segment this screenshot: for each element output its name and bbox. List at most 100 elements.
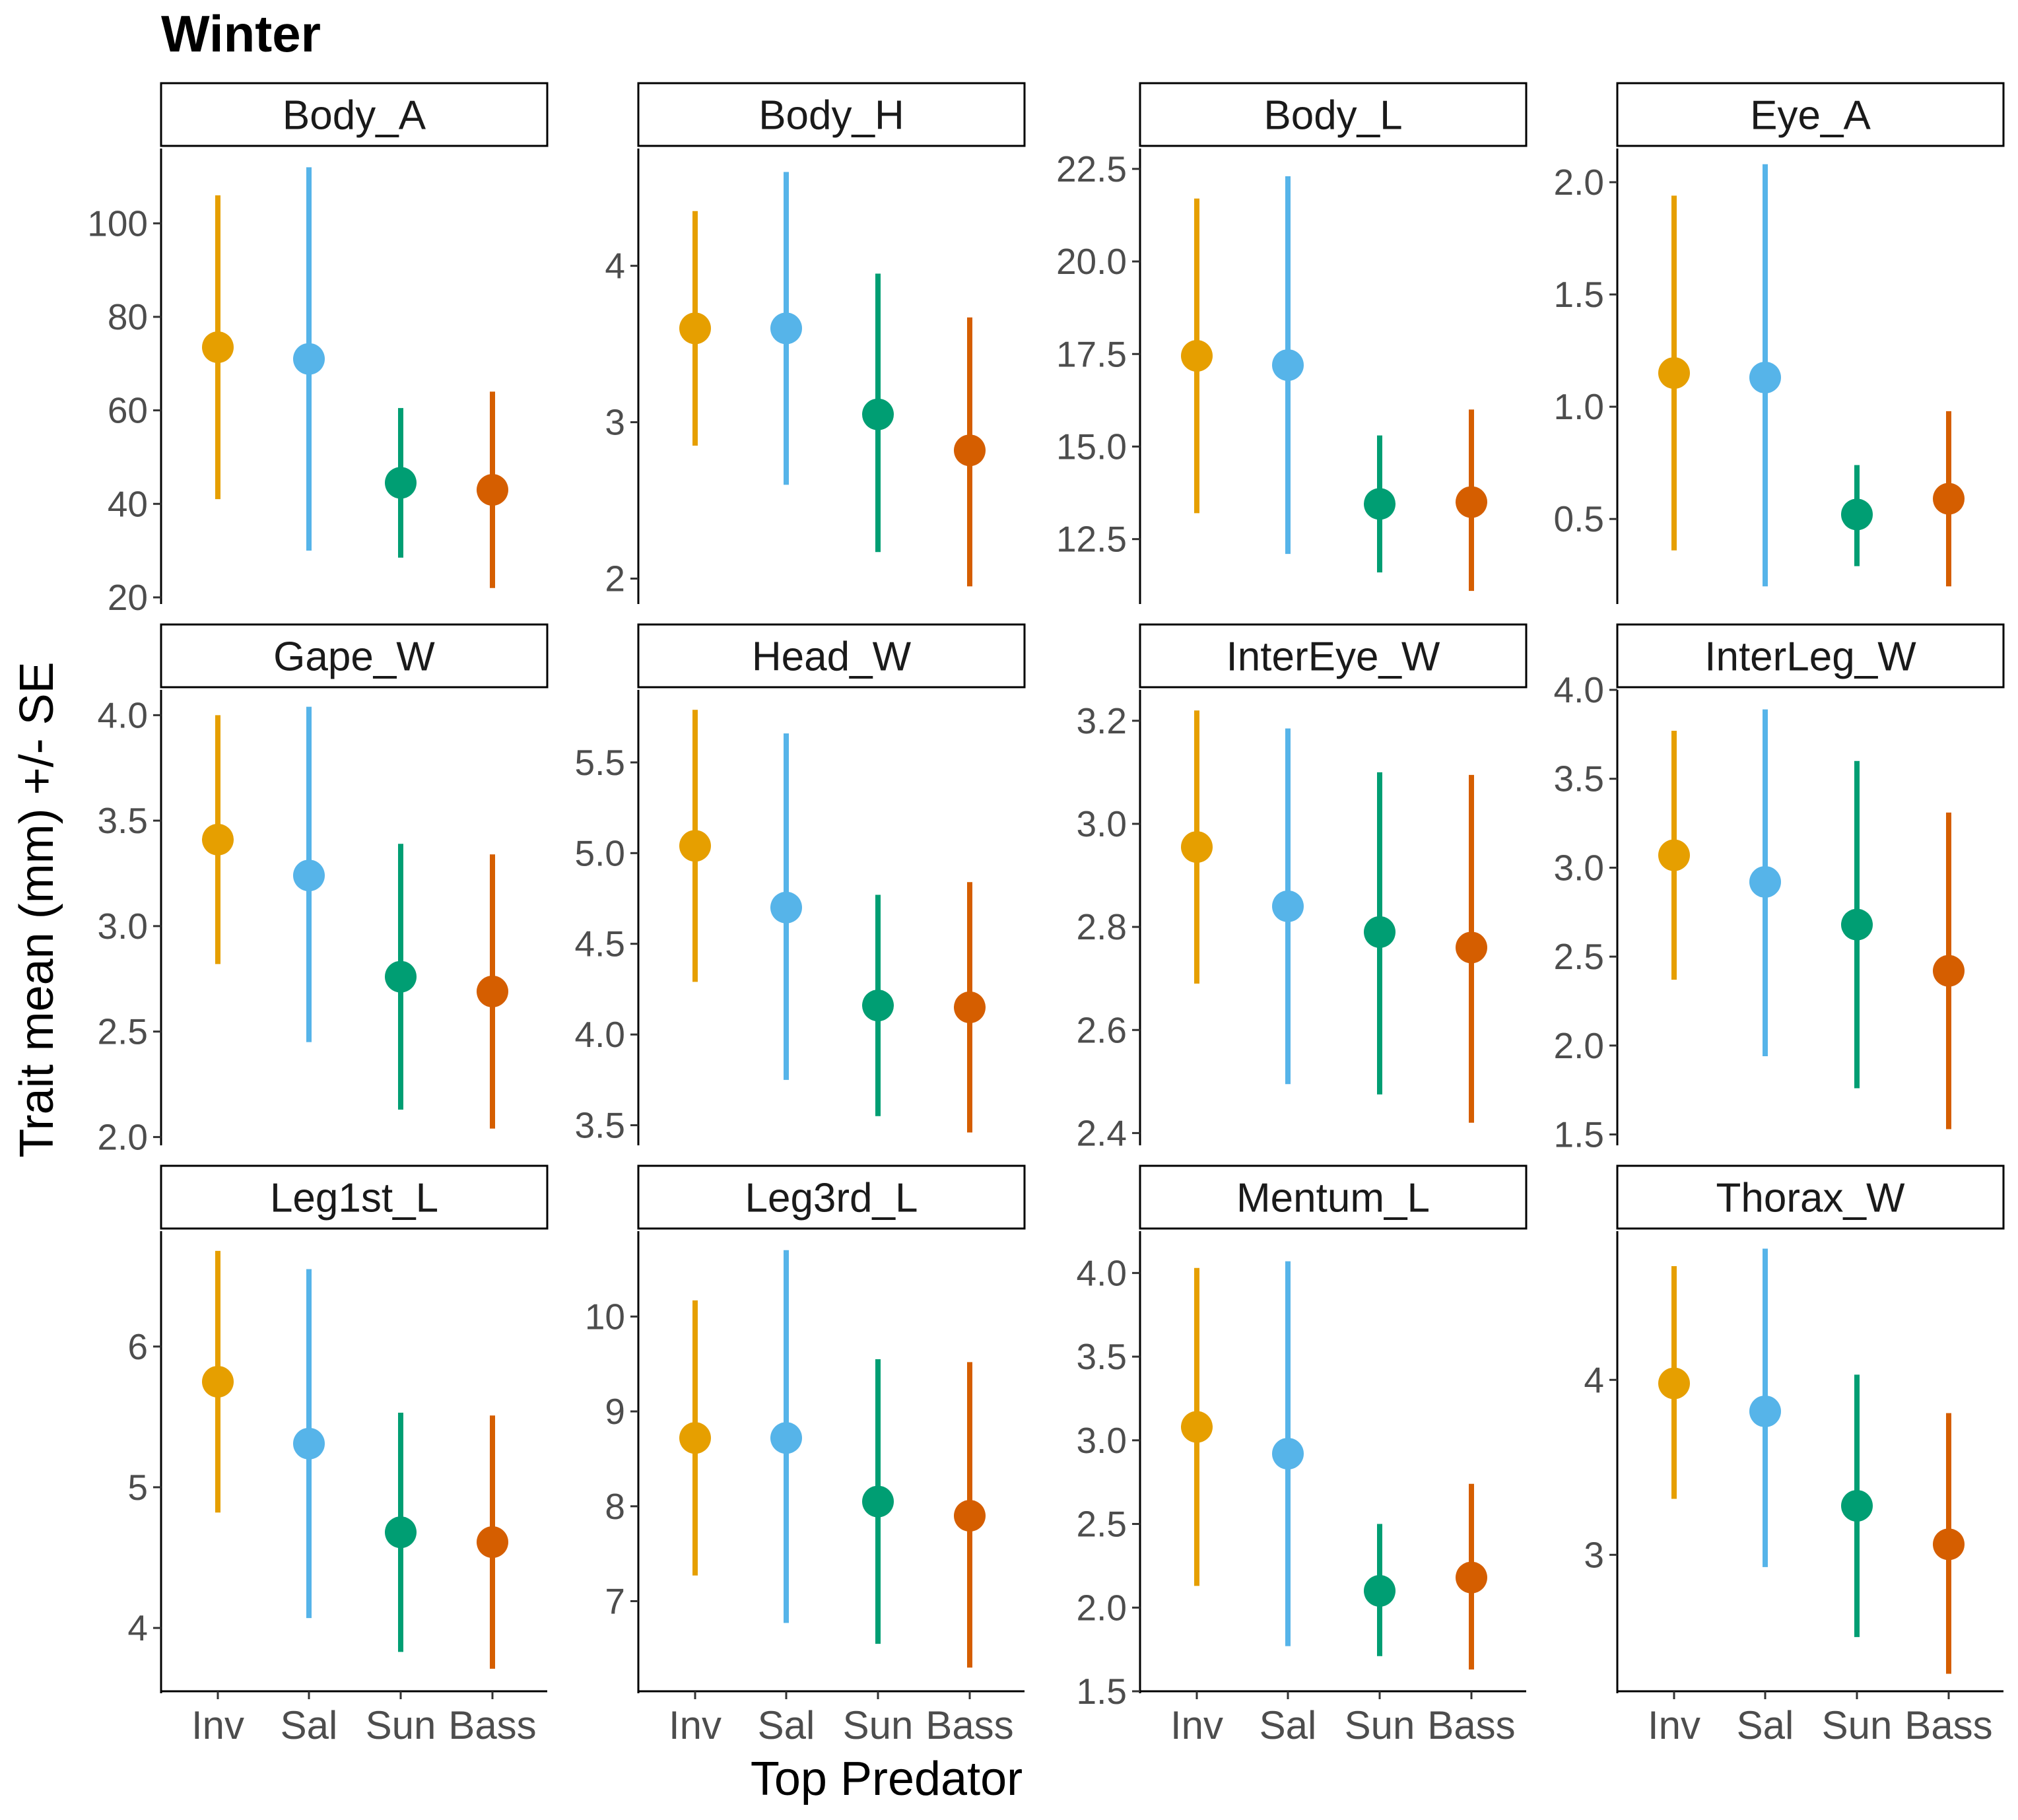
y-axis-title: Trait mean (mm) +/- SE (11, 661, 63, 1157)
mean-point (1841, 908, 1873, 941)
y-tick-label: 3.5 (98, 800, 148, 841)
y-tick-label: 12.5 (1056, 519, 1127, 560)
y-tick-label: 60 (108, 390, 148, 431)
y-tick-label: 6 (127, 1326, 148, 1367)
mean-point (202, 331, 234, 364)
x-tick-label: Sal (1737, 1703, 1794, 1747)
x-tick-label: Bass (1904, 1703, 1992, 1747)
y-tick-label: 2 (605, 558, 625, 599)
y-tick-label: 10 (585, 1296, 625, 1337)
y-tick-label: 20 (108, 577, 148, 618)
x-tick-label: Sun (843, 1703, 914, 1747)
y-tick-label: 0.5 (1554, 498, 1604, 539)
mean-point (385, 961, 417, 993)
facet-strip-label: Leg3rd_L (745, 1176, 918, 1221)
x-tick-label: Sun (366, 1703, 436, 1747)
mean-point (1749, 865, 1781, 898)
facet-strip-label: Body_H (758, 93, 904, 139)
y-tick-label: 1.5 (1554, 274, 1604, 315)
facet-panel: InterLeg_W 1.5 2.0 2.5 3.0 3.5 4.0 (1554, 623, 2005, 1155)
x-tick-label: Inv (1648, 1703, 1700, 1747)
mean-point (1456, 1561, 1487, 1594)
mean-point (679, 830, 711, 862)
x-tick-label: Sal (758, 1703, 815, 1747)
mean-point (1933, 1528, 1965, 1561)
mean-point (1364, 488, 1396, 520)
facet-panel: Body_A 20 40 60 80 100 (87, 82, 549, 618)
y-tick-label: 2.4 (1077, 1112, 1127, 1153)
facet-strip (637, 1164, 1026, 1230)
y-tick-label: 3.0 (98, 906, 148, 947)
y-tick-label: 2.5 (1554, 936, 1604, 977)
y-tick-label: 3.5 (1077, 1336, 1127, 1377)
mean-point (862, 990, 894, 1022)
mean-point (954, 991, 986, 1023)
mean-point (1272, 890, 1304, 922)
mean-point (202, 823, 234, 856)
facet-strip-label: Thorax_W (1716, 1176, 1905, 1221)
facet-strip (637, 623, 1026, 689)
mean-point (770, 1422, 802, 1454)
mean-point (1364, 916, 1396, 948)
y-tick-label: 8 (605, 1486, 625, 1527)
x-tick-label: Inv (191, 1703, 244, 1747)
facet-strip (1616, 82, 2005, 147)
facet-panel: Thorax_W 3 4 Inv Sal Sun Bass (1584, 1164, 2005, 1747)
mean-point (477, 975, 508, 1007)
y-tick-label: 40 (108, 483, 148, 524)
mean-point (1841, 498, 1873, 531)
facet-strip (1139, 1164, 1528, 1230)
y-tick-label: 4.0 (1077, 1252, 1127, 1293)
x-tick-label: Sal (1260, 1703, 1317, 1747)
y-tick-label: 2.5 (98, 1011, 148, 1052)
facet-strip-label: Gape_W (273, 634, 435, 680)
mean-point (293, 343, 325, 375)
facet-panel: Mentum_L 1.5 2.0 2.5 3.0 3.5 4.0 Inv Sal Sun Bass (1077, 1164, 1528, 1747)
facet-panel: Body_L 12.5 15.0 17.5 20.0 22.5 (1056, 82, 1528, 604)
facet-strip-label: Head_W (752, 634, 912, 680)
facet-strip (637, 82, 1026, 147)
mean-point (1181, 831, 1213, 863)
y-tick-label: 20.0 (1056, 241, 1127, 282)
y-tick-label: 4 (1584, 1359, 1604, 1400)
x-tick-label: Bass (448, 1703, 536, 1747)
facet-strip (1616, 1164, 2005, 1230)
facet-strip (1139, 623, 1528, 689)
facet-strip (1616, 623, 2005, 689)
mean-point (1456, 486, 1487, 518)
mean-point (862, 1485, 894, 1518)
mean-point (1749, 1395, 1781, 1427)
y-tick-label: 1.5 (1554, 1114, 1604, 1155)
mean-point (1181, 340, 1213, 372)
facet-strip-label: Eye_A (1750, 93, 1871, 139)
facet-strip-label: Body_L (1263, 93, 1402, 139)
y-tick-label: 1.0 (1554, 386, 1604, 427)
y-tick-label: 3.0 (1554, 847, 1604, 888)
y-tick-label: 17.5 (1056, 333, 1127, 374)
facet-strip (160, 623, 549, 689)
facet-panel: InterEye_W 2.4 2.6 2.8 3.0 3.2 (1077, 623, 1528, 1153)
facet-strip-label: InterLeg_W (1704, 634, 1916, 680)
y-tick-label: 2.0 (1077, 1587, 1127, 1628)
y-tick-label: 5.5 (575, 742, 625, 783)
facet-strip (160, 82, 549, 147)
facet-panel: Body_H 2 3 4 (605, 82, 1026, 604)
x-tick-label: Sun (1822, 1703, 1893, 1747)
facet-panel: Eye_A 0.5 1.0 1.5 2.0 (1554, 82, 2005, 604)
facet-strip-label: Mentum_L (1236, 1176, 1430, 1221)
x-tick-label: Sal (281, 1703, 338, 1747)
mean-point (293, 859, 325, 892)
y-tick-label: 3.0 (1077, 1420, 1127, 1461)
y-tick-label: 5 (127, 1467, 148, 1508)
y-tick-label: 7 (605, 1580, 625, 1621)
mean-point (1272, 349, 1304, 382)
mean-point (1658, 1367, 1690, 1399)
y-tick-label: 3 (605, 402, 625, 443)
y-tick-label: 15.0 (1056, 426, 1127, 467)
y-tick-label: 3.5 (575, 1105, 625, 1146)
x-axis-title: Top Predator (751, 1753, 1023, 1805)
mean-point (202, 1366, 234, 1398)
mean-point (679, 1422, 711, 1454)
y-tick-label: 100 (87, 203, 148, 244)
x-tick-label: Sun (1345, 1703, 1415, 1747)
